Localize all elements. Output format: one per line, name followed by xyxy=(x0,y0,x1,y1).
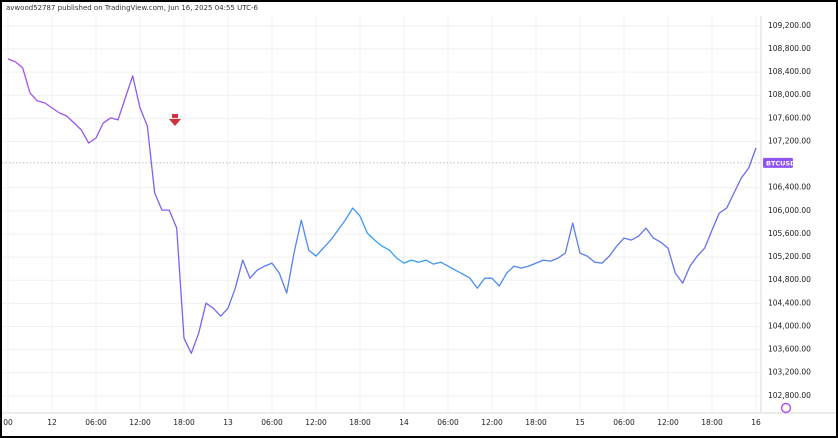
chart-title: avwood52787 published on TradingView.com… xyxy=(6,4,259,12)
y-tick-label: 105,200.00 xyxy=(768,252,811,261)
y-tick-label: 105,600.00 xyxy=(768,229,811,238)
x-tick-label: 16 xyxy=(751,418,761,427)
x-tick-label: 06:00 xyxy=(85,418,107,427)
price-tag: BTCUSD xyxy=(766,159,796,167)
x-tick-label: 12:00 xyxy=(129,418,151,427)
x-tick-label: 15 xyxy=(575,418,585,427)
y-tick-label: 104,400.00 xyxy=(768,298,811,307)
x-tick-label: 18:00 xyxy=(525,418,547,427)
x-tick-label: 12:00 xyxy=(305,418,327,427)
icon xyxy=(780,402,792,414)
x-tick-label: 14 xyxy=(399,418,409,427)
y-tick-label: 107,600.00 xyxy=(768,113,811,122)
y-tick-label: 103,600.00 xyxy=(768,345,811,354)
y-tick-label: 103,200.00 xyxy=(768,368,811,377)
y-tick-label: 104,000.00 xyxy=(768,321,811,330)
y-tick-label: 104,800.00 xyxy=(768,275,811,284)
y-tick-label: 108,400.00 xyxy=(768,67,811,76)
y-tick-label: 106,400.00 xyxy=(768,183,811,192)
price-tag-bg xyxy=(763,157,793,168)
x-tick-label: 12:00 xyxy=(657,418,679,427)
y-tick-label: 108,000.00 xyxy=(768,90,811,99)
y-tick-label: 106,000.00 xyxy=(768,206,811,215)
y-tick-label: 109,200.00 xyxy=(768,21,811,30)
sell-arrow xyxy=(169,114,181,126)
x-tick-label: 18:00 xyxy=(173,418,195,427)
x-tick-label: 00 xyxy=(3,418,13,427)
x-tick-label: 18:00 xyxy=(701,418,723,427)
x-tick-label: 12:00 xyxy=(481,418,503,427)
x-tick-label: 06:00 xyxy=(437,418,459,427)
y-tick-label: 102,800.00 xyxy=(768,391,811,400)
price-line-series xyxy=(7,58,757,354)
x-tick-label: 06:00 xyxy=(613,418,635,427)
y-tick-label: 108,800.00 xyxy=(768,44,811,53)
x-tick-label: 12 xyxy=(47,418,57,427)
y-tick-label: 107,200.00 xyxy=(768,136,811,145)
x-tick-label: 06:00 xyxy=(261,418,283,427)
x-tick-label: 13 xyxy=(223,418,233,427)
x-tick-label: 18:00 xyxy=(349,418,371,427)
